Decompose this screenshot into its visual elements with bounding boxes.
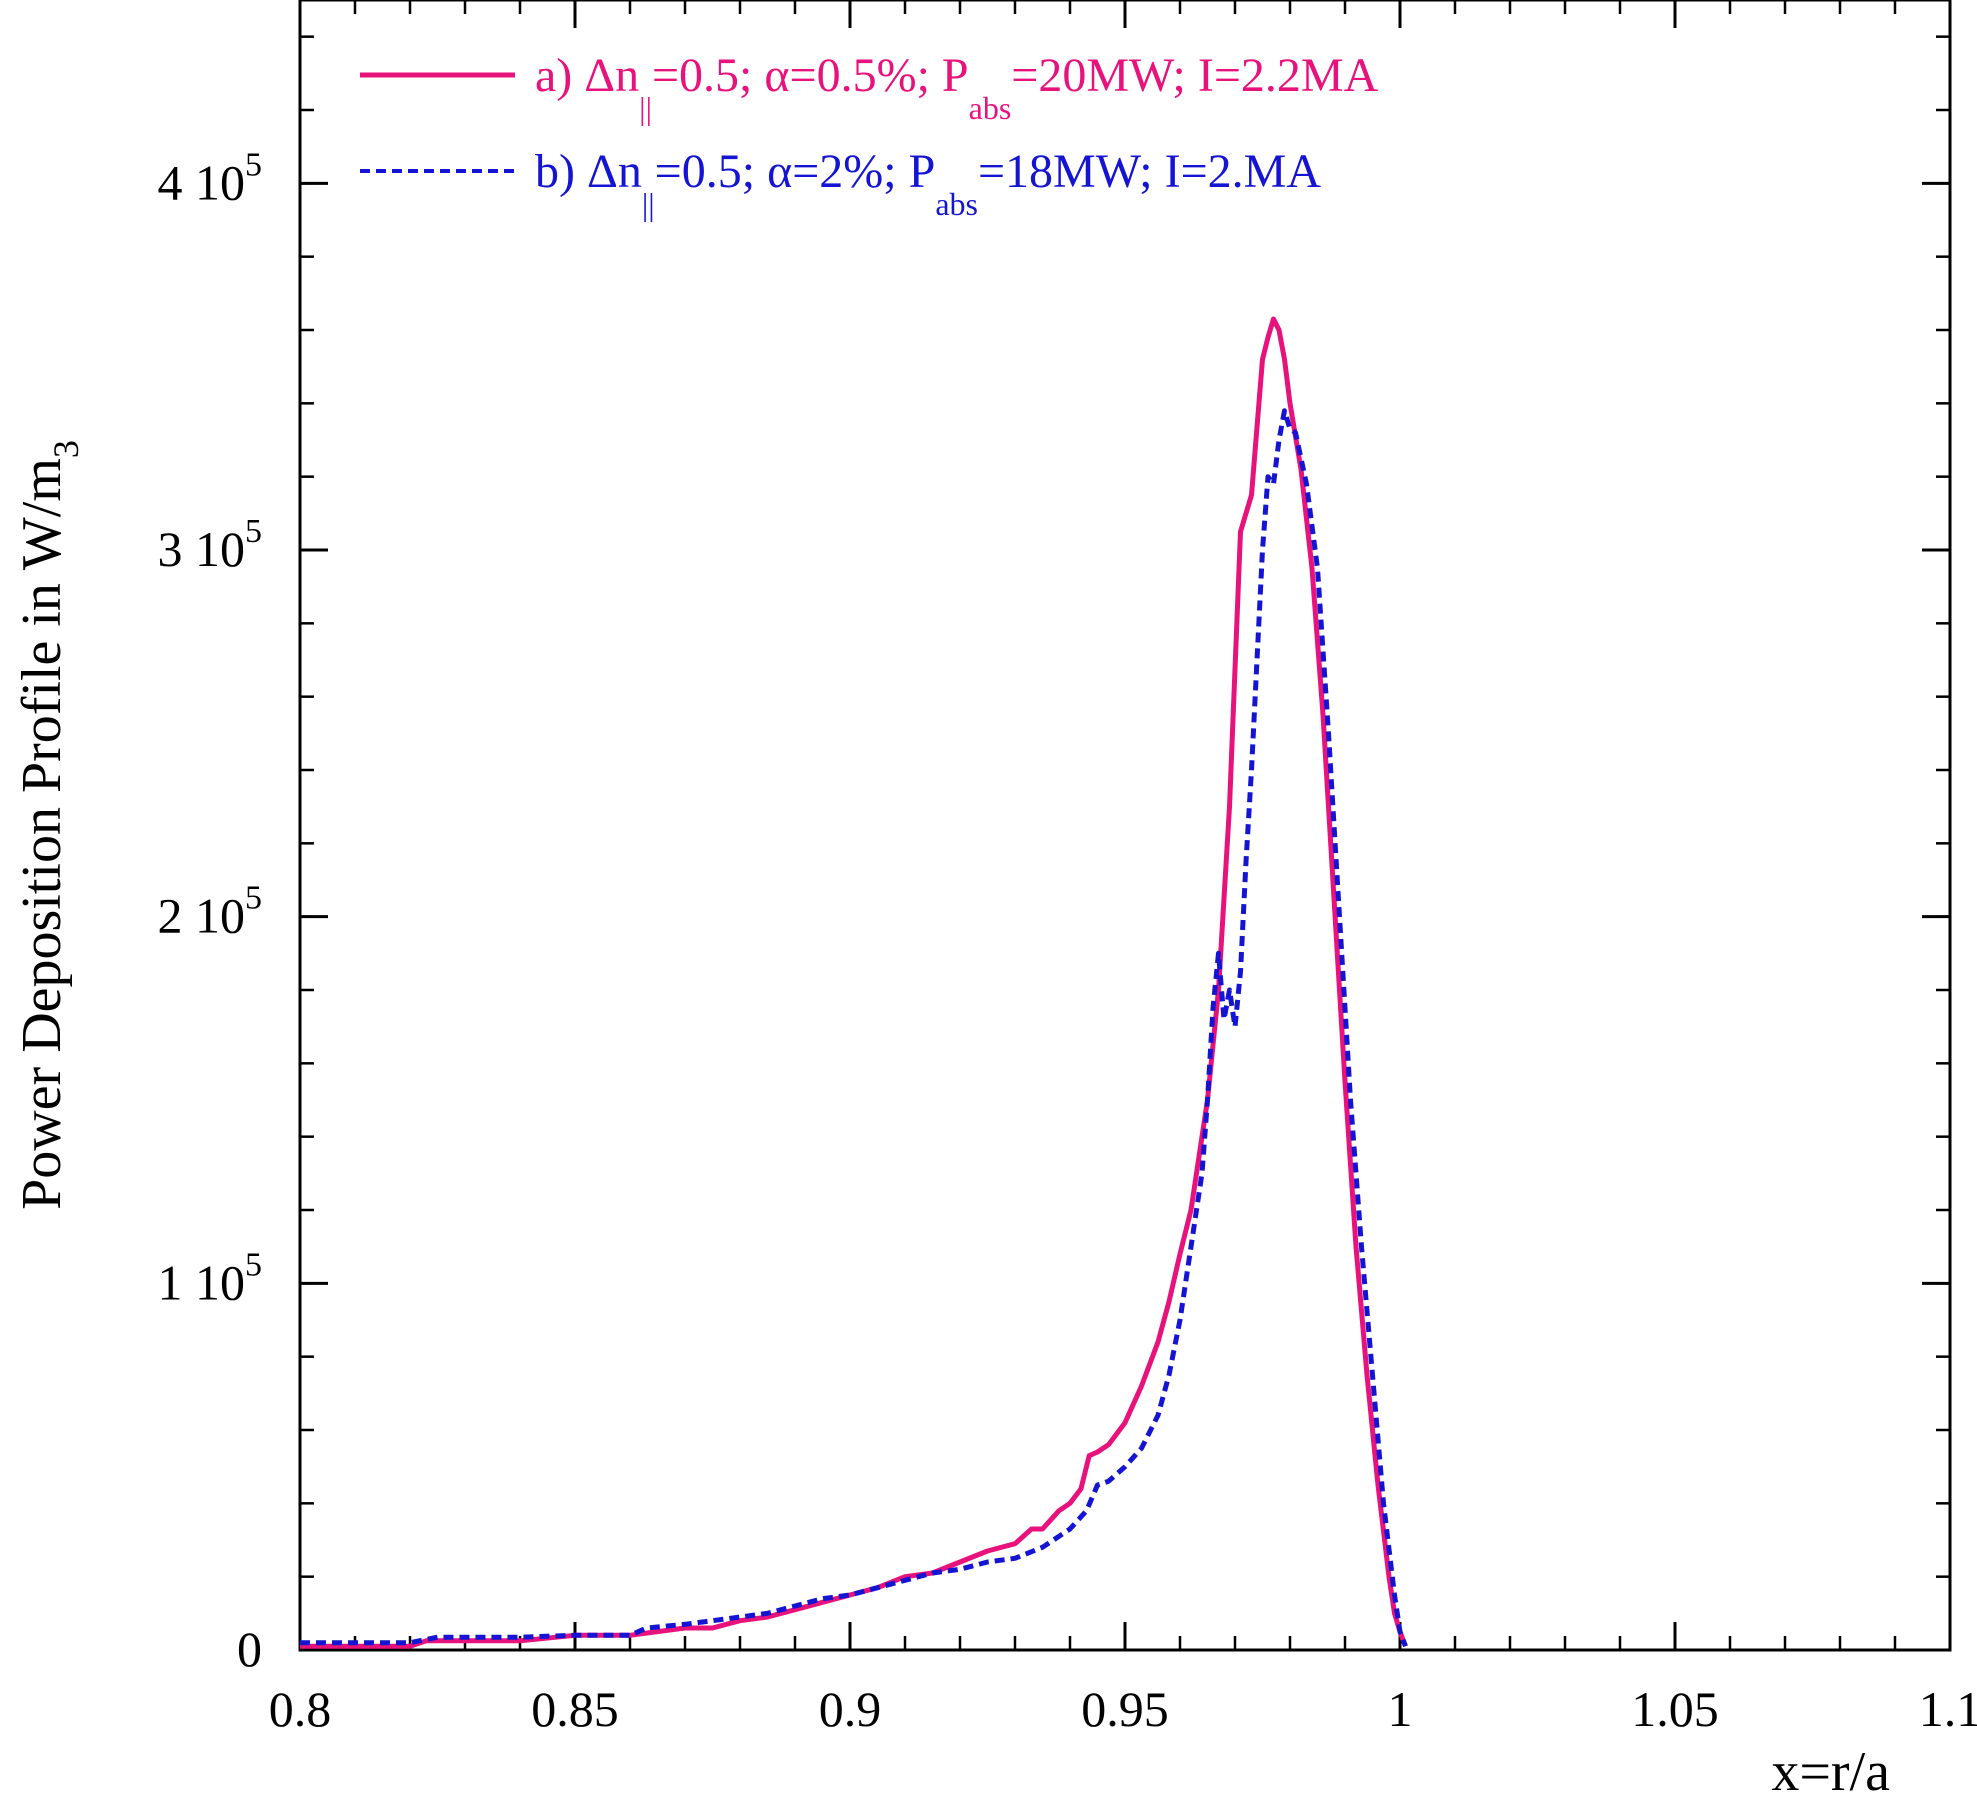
y-tick-label: 0 bbox=[237, 1621, 262, 1677]
legend: a) Δn||=0.5; α=0.5%; Pabs=20MW; I=2.2MA b… bbox=[360, 49, 1379, 222]
axis-ticks: 0.8 0.85 0.9 0.95 1 1.05 1.1 0 1 105 2 105 3 105 4 … bbox=[158, 0, 1977, 1737]
series-line-b bbox=[300, 408, 1408, 1648]
series-line-a bbox=[300, 316, 1408, 1649]
x-tick-label: 0.85 bbox=[531, 1681, 619, 1737]
y-axis-title: Power Deposition Profile in W/m3 bbox=[11, 440, 86, 1210]
x-axis-title: x=r/a bbox=[1771, 1741, 1890, 1801]
y-axis-title-main: Power Deposition Profile in W/m bbox=[11, 458, 73, 1210]
x-tick-label: 1.05 bbox=[1631, 1681, 1719, 1737]
y-tick-label: 4 105 bbox=[158, 146, 263, 210]
y-tick-label: 1 105 bbox=[158, 1246, 263, 1310]
legend-label-b: b) Δn||=0.5; α=2%; Pabs=18MW; I=2.MA bbox=[535, 145, 1321, 222]
x-tick-label: 0.9 bbox=[819, 1681, 882, 1737]
y-axis-title-sub: 3 bbox=[46, 440, 86, 458]
series-layer bbox=[300, 316, 1408, 1649]
plot-frame bbox=[298, 0, 1952, 1652]
y-tick-label: 2 105 bbox=[158, 880, 263, 944]
legend-label-a: a) Δn||=0.5; α=0.5%; Pabs=20MW; I=2.2MA bbox=[535, 49, 1379, 126]
y-tick-label: 3 105 bbox=[158, 513, 263, 577]
x-tick-label: 0.95 bbox=[1081, 1681, 1169, 1737]
x-tick-label: 0.8 bbox=[269, 1681, 332, 1737]
x-tick-label: 1.1 bbox=[1919, 1681, 1977, 1737]
x-tick-label: 1 bbox=[1388, 1681, 1413, 1737]
